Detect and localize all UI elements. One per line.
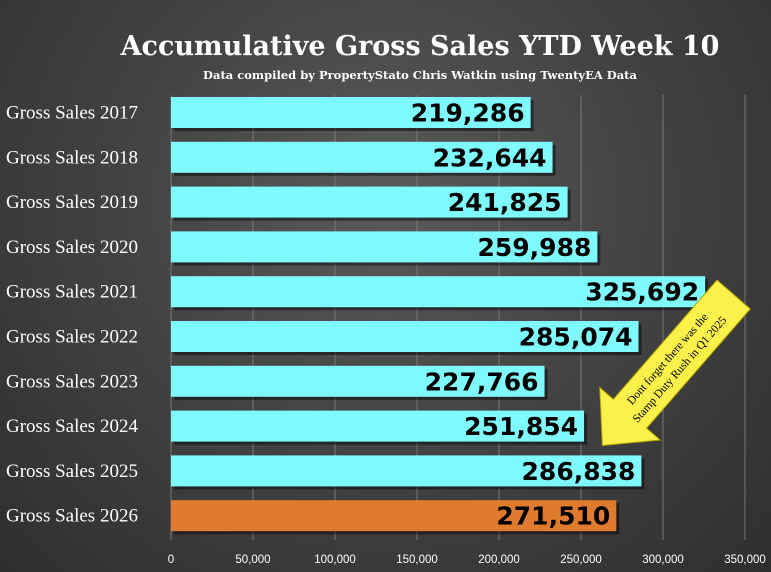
x-tick-label: 100,000 <box>314 554 356 566</box>
category-label: Gross Sales 2020 <box>6 237 138 258</box>
category-label: Gross Sales 2021 <box>6 282 138 303</box>
bar <box>171 410 585 442</box>
x-tick-label: 200,000 <box>478 554 520 566</box>
x-tick-label: 250,000 <box>560 554 602 566</box>
value-label: 232,644 <box>433 143 547 172</box>
bar <box>171 97 531 128</box>
chart-title: Accumulative Gross Sales YTD Week 10 <box>120 31 720 62</box>
x-tick-label: 50,000 <box>235 554 270 566</box>
value-label: 325,692 <box>585 278 699 307</box>
chart-subtitle: Data compiled by PropertyStato Chris Wat… <box>203 68 637 82</box>
annotation-arrow-shape <box>599 279 751 447</box>
category-labels: Gross Sales 2017 Gross Sales 2018 Gross Sa… <box>6 103 138 527</box>
category-label: Gross Sales 2017 <box>6 103 138 124</box>
x-tick-label: 0 <box>168 554 174 566</box>
value-label: 286,838 <box>522 457 636 486</box>
value-label: 219,286 <box>411 99 525 128</box>
category-label: Gross Sales 2018 <box>6 147 138 168</box>
category-label: Gross Sales 2022 <box>6 327 138 348</box>
value-label: 271,510 <box>496 502 610 531</box>
value-labels: 219,286 232,644 241,825 259,988 325,692 285,0… <box>411 99 699 531</box>
bar <box>171 321 639 352</box>
bar <box>171 186 568 218</box>
value-label: 259,988 <box>478 233 592 262</box>
bars <box>171 97 709 535</box>
value-label: 227,766 <box>425 367 539 396</box>
value-label: 241,825 <box>448 188 562 217</box>
bar <box>171 141 553 173</box>
category-label: Gross Sales 2019 <box>6 192 138 213</box>
x-axis-ticks: 0 50,000 100,000 150,000 200,000 250,000 300,0… <box>168 554 766 566</box>
category-label: Gross Sales 2024 <box>6 416 138 437</box>
bar <box>171 231 598 263</box>
x-tick-label: 350,000 <box>724 554 766 566</box>
category-label: Gross Sales 2026 <box>6 506 138 527</box>
bar <box>171 365 545 397</box>
bar <box>171 276 706 308</box>
value-label: 285,074 <box>519 323 633 352</box>
category-label: Gross Sales 2023 <box>6 371 138 392</box>
bar <box>171 500 617 532</box>
x-tick-label: 300,000 <box>642 554 684 566</box>
x-tick-label: 150,000 <box>396 554 438 566</box>
value-label: 251,854 <box>464 412 578 441</box>
bar <box>171 455 642 487</box>
category-label: Gross Sales 2025 <box>6 461 138 482</box>
